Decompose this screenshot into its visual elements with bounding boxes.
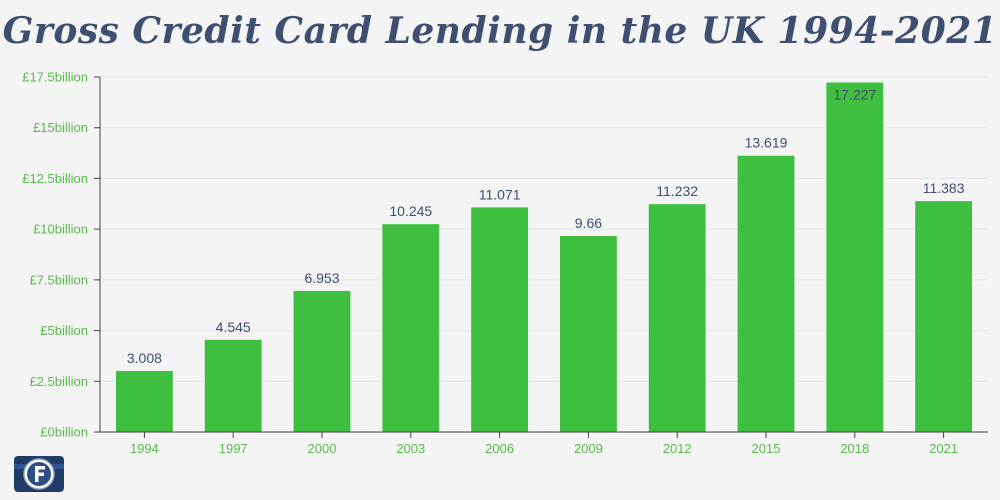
bar — [204, 339, 262, 432]
x-tick-label: 2003 — [396, 441, 425, 456]
bar — [559, 236, 617, 432]
bars — [115, 82, 973, 433]
bar — [648, 204, 706, 432]
bar — [471, 207, 529, 432]
bar-data-label: 4.545 — [216, 319, 251, 335]
y-tick-label: £17.5billion — [22, 70, 88, 85]
x-tick-label: 2006 — [485, 441, 514, 456]
x-tick-label: 2000 — [308, 441, 337, 456]
y-tick-label: £0billion — [40, 425, 88, 440]
bar — [382, 224, 440, 432]
bar-data-label: 10.245 — [389, 203, 432, 219]
bar-data-label: 13.619 — [745, 135, 788, 151]
x-tick-label: 2015 — [752, 441, 781, 456]
x-tick-label: 1997 — [219, 441, 248, 456]
data-labels: 3.008 4.545 6.953 10.245 11.071 9.66 11.232 13.… — [127, 87, 965, 366]
bar-data-label: 6.953 — [304, 270, 339, 286]
bar — [826, 82, 884, 433]
y-tick-label: £2.5billion — [29, 374, 88, 389]
x-tick-label: 1994 — [130, 441, 159, 456]
bar-data-label: 11.071 — [479, 186, 521, 202]
x-tick-label: 2021 — [929, 441, 958, 456]
bar — [915, 201, 973, 432]
bar-data-label: 17.227 — [833, 87, 876, 103]
bar-data-label: 3.008 — [127, 350, 162, 366]
bar — [115, 370, 173, 432]
y-tick-label: £15billion — [33, 120, 88, 135]
axes: £0billion £2.5billion £5billion £7.5billion… — [22, 70, 988, 456]
y-tick-label: £12.5billion — [22, 171, 88, 186]
finder-f-logo-icon — [14, 456, 64, 492]
bar — [737, 155, 795, 432]
bar — [293, 290, 351, 432]
chart-title: Gross Credit Card Lending in the UK 1994… — [2, 10, 998, 52]
x-tick-label: 2012 — [663, 441, 692, 456]
bar-data-label: 9.66 — [575, 215, 602, 231]
y-tick-label: £5billion — [40, 323, 88, 338]
bar-data-label: 11.232 — [656, 183, 698, 199]
y-tick-label: £7.5billion — [29, 272, 88, 287]
y-tick-label: £10billion — [33, 222, 88, 237]
bar-data-label: 11.383 — [923, 180, 965, 196]
x-tick-label: 2018 — [840, 441, 869, 456]
x-tick-label: 2009 — [574, 441, 603, 456]
